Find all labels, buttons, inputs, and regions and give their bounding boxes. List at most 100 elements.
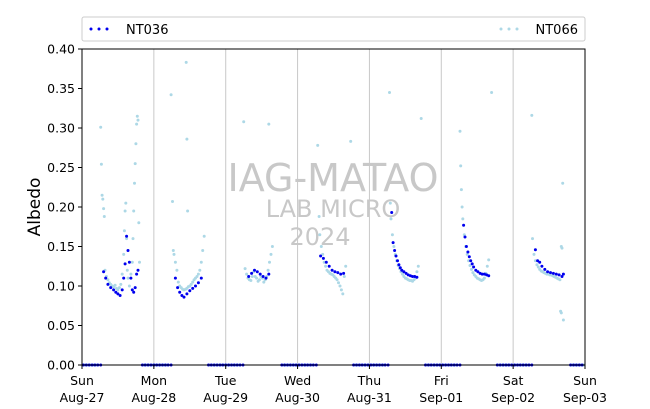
data-point [258, 278, 261, 282]
data-point [135, 114, 139, 118]
data-point [336, 271, 340, 275]
data-point [321, 256, 325, 260]
x-tick-label-day: Thu [357, 373, 381, 388]
data-point [389, 217, 393, 221]
data-point [462, 223, 466, 227]
data-point [530, 113, 534, 117]
plot-area: IAG-MATAO LAB MICRO 2024 [81, 48, 586, 367]
data-point [100, 193, 104, 197]
data-point [398, 266, 402, 270]
legend-dot [507, 27, 511, 31]
data-point [201, 249, 205, 252]
data-point [180, 294, 184, 297]
x-tick-label-date: Aug-30 [275, 390, 320, 405]
data-point [253, 268, 256, 272]
data-point [196, 281, 200, 285]
data-point [338, 284, 342, 288]
data-point [470, 262, 474, 266]
watermark-line-1: IAG-MATAO [227, 156, 438, 200]
data-point [543, 267, 547, 271]
legend-dot [499, 27, 503, 31]
watermark: IAG-MATAO LAB MICRO 2024 [227, 156, 438, 251]
data-point [120, 272, 124, 276]
data-point [416, 264, 420, 268]
data-point [402, 270, 406, 274]
data-point [344, 264, 348, 268]
data-point [169, 93, 173, 97]
data-point [546, 270, 550, 274]
data-point [191, 280, 195, 284]
data-point [415, 275, 419, 279]
data-point [113, 283, 117, 287]
data-point [394, 254, 398, 258]
data-point [116, 288, 120, 292]
data-point [342, 271, 346, 275]
data-point [463, 235, 467, 239]
data-point [535, 263, 539, 267]
data-point [202, 234, 206, 238]
data-point [171, 249, 175, 252]
data-point [250, 271, 254, 275]
data-point [178, 290, 182, 294]
y-tick-label: 0.10 [47, 279, 75, 294]
data-point [404, 271, 408, 275]
data-point [99, 162, 103, 166]
data-point [135, 272, 139, 276]
x-tick-label-day: Tue [214, 373, 237, 388]
data-point [267, 122, 271, 126]
data-point [134, 142, 138, 146]
y-tick-label: 0.00 [47, 358, 75, 373]
data-point [391, 241, 395, 245]
data-point [472, 265, 476, 269]
data-point [126, 276, 130, 280]
y-axis-title: Albedo [25, 178, 45, 237]
data-point [171, 200, 174, 203]
data-point [130, 260, 134, 264]
data-point [106, 282, 110, 286]
data-point [549, 271, 552, 275]
data-point [137, 221, 141, 225]
data-point [558, 278, 562, 282]
data-point [195, 275, 199, 278]
data-point [333, 270, 337, 274]
y-tick-label: 0.30 [47, 121, 75, 136]
data-point [129, 276, 133, 280]
x-tick-label-date: Aug-28 [131, 390, 176, 405]
data-point [339, 272, 343, 276]
x-tick-label-date: Sep-01 [419, 390, 463, 405]
data-point [266, 268, 270, 272]
data-point [465, 252, 469, 256]
data-point [415, 270, 419, 274]
data-point [199, 276, 203, 280]
data-point [242, 120, 246, 124]
x-tick-label-date: Aug-31 [347, 390, 392, 405]
data-point [561, 272, 565, 276]
data-point [184, 60, 188, 64]
data-point [388, 201, 392, 205]
data-point [397, 263, 401, 267]
data-point [388, 91, 391, 94]
x-tick-label-day: Sun [70, 373, 94, 388]
data-point [116, 292, 120, 296]
x-tick-label-day: Fri [434, 373, 449, 388]
data-point [258, 272, 262, 276]
data-point [321, 252, 325, 256]
data-point [324, 264, 328, 268]
data-point [102, 215, 106, 218]
x-axis: Sun Aug-27 Mon Aug-28 Tue Aug-29 Wed Aug-30 Thu A… [60, 365, 607, 405]
data-point [560, 246, 564, 250]
data-point [487, 258, 491, 262]
data-point [114, 290, 118, 294]
data-point [270, 245, 274, 248]
data-point [390, 233, 394, 237]
data-point [470, 267, 473, 271]
data-point [172, 252, 176, 256]
x-tick-label-date: Sep-03 [563, 390, 607, 405]
legend-dot [97, 27, 101, 31]
data-point [135, 122, 139, 126]
data-point [129, 272, 133, 276]
data-point [536, 259, 540, 263]
data-point [182, 295, 186, 299]
data-point [125, 268, 129, 272]
data-point [467, 259, 471, 263]
